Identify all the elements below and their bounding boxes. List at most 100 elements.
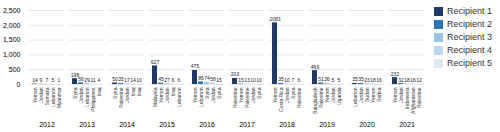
svg-text:35: 35 [118, 76, 124, 82]
svg-text:7: 7 [292, 77, 295, 83]
svg-text:Lebanon: Lebanon [49, 87, 56, 107]
svg-text:Iraq: Iraq [129, 87, 136, 97]
svg-text:5: 5 [338, 77, 341, 83]
svg-text:2083: 2083 [269, 16, 280, 22]
svg-text:Serbia: Serbia [376, 87, 382, 102]
svg-text:2014: 2014 [119, 121, 135, 128]
svg-text:27: 27 [164, 77, 170, 83]
svg-text:Palestine: Palestine [416, 87, 422, 108]
html-text:Recipient 3: Recipient 3 [447, 32, 492, 42]
svg-text:45: 45 [158, 76, 164, 82]
svg-text:5: 5 [332, 77, 335, 83]
svg-text:10: 10 [284, 77, 290, 83]
svg-text:203: 203 [230, 71, 240, 78]
svg-text:18: 18 [370, 77, 376, 83]
svg-text:18: 18 [404, 77, 410, 83]
svg-text:16: 16 [410, 77, 416, 83]
svg-text:0: 0 [17, 81, 21, 88]
svg-text:58: 58 [210, 76, 216, 82]
svg-text:Lebanon: Lebanon [197, 87, 204, 107]
svg-text:2016: 2016 [199, 121, 215, 128]
svg-text:74: 74 [204, 75, 210, 81]
svg-text:6: 6 [298, 77, 301, 83]
svg-text:Jordan: Jordan [163, 87, 170, 103]
svg-text:13: 13 [244, 77, 250, 83]
svg-text:9: 9 [40, 77, 43, 83]
svg-text:14: 14 [32, 77, 38, 83]
svg-text:Jordan: Jordan [37, 87, 44, 103]
svg-text:5: 5 [52, 77, 55, 83]
html-text:Recipient 2: Recipient 2 [447, 19, 492, 29]
svg-text:50: 50 [112, 76, 118, 82]
svg-text:198: 198 [70, 71, 80, 78]
svg-text:469: 469 [311, 64, 320, 70]
svg-text:Syria: Syria [203, 87, 210, 99]
svg-text:2012: 2012 [39, 121, 55, 128]
svg-text:Yemen: Yemen [157, 87, 164, 103]
svg-text:16: 16 [376, 77, 382, 83]
svg-text:2013: 2013 [79, 121, 95, 128]
svg-text:Jordan: Jordan [123, 87, 130, 103]
svg-text:Myanmar: Myanmar [56, 87, 62, 108]
svg-text:Syria: Syria [256, 87, 262, 99]
svg-text:2021: 2021 [399, 121, 415, 128]
svg-text:2017: 2017 [239, 121, 255, 128]
svg-text:Jordan: Jordan [77, 87, 84, 103]
svg-text:15: 15 [238, 77, 244, 83]
svg-text:23: 23 [364, 77, 370, 83]
svg-text:Somalia: Somalia [43, 87, 50, 106]
svg-text:2,500: 2,500 [3, 7, 21, 14]
svg-text:11: 11 [90, 77, 95, 83]
svg-text:Syria: Syria [216, 87, 222, 99]
svg-text:Palestine: Palestine [296, 87, 302, 108]
svg-text:475: 475 [191, 63, 200, 69]
svg-text:10: 10 [256, 77, 262, 83]
svg-text:Lebanon: Lebanon [83, 87, 90, 107]
svg-text:1: 1 [58, 77, 61, 83]
svg-text:2019: 2019 [319, 121, 335, 128]
svg-text:Yemen: Yemen [31, 87, 38, 103]
svg-text:35: 35 [352, 76, 358, 82]
svg-text:35: 35 [358, 76, 364, 82]
html-text:Recipient 4: Recipient 4 [447, 45, 492, 55]
svg-text:Uganda: Uganda [336, 87, 342, 105]
svg-text:6: 6 [172, 77, 175, 83]
html-text:Recipient 1: Recipient 1 [447, 6, 492, 16]
svg-text:86: 86 [198, 75, 204, 81]
svg-text:17: 17 [124, 77, 130, 83]
svg-text:627: 627 [151, 59, 160, 65]
svg-text:56: 56 [78, 76, 84, 82]
svg-text:Iraq: Iraq [96, 87, 102, 96]
svg-text:Syria: Syria [71, 87, 78, 99]
svg-text:35: 35 [278, 76, 284, 82]
svg-text:2,000: 2,000 [3, 22, 21, 29]
svg-text:2015: 2015 [159, 121, 175, 128]
svg-text:29: 29 [84, 77, 90, 83]
svg-text:12: 12 [416, 77, 422, 83]
svg-text:36: 36 [324, 76, 330, 82]
svg-text:Malaysia: Malaysia [151, 87, 158, 108]
html-text:Recipient 5: Recipient 5 [447, 58, 492, 68]
svg-text:2018: 2018 [279, 121, 295, 128]
svg-text:Iraq: Iraq [136, 87, 142, 96]
svg-text:500: 500 [9, 66, 21, 73]
svg-text:Philippines: Philippines [89, 87, 96, 112]
svg-text:32: 32 [398, 77, 404, 83]
svg-text:2020: 2020 [359, 121, 375, 128]
svg-text:232: 232 [390, 70, 400, 77]
svg-text:Lebanon: Lebanon [176, 87, 182, 107]
svg-text:14: 14 [130, 77, 136, 83]
svg-text:1,000: 1,000 [3, 51, 21, 58]
svg-text:4: 4 [98, 77, 101, 83]
svg-text:10: 10 [136, 77, 142, 83]
svg-text:10: 10 [250, 77, 256, 83]
svg-text:Yemen: Yemen [191, 87, 198, 103]
svg-text:1,500: 1,500 [3, 36, 21, 43]
svg-text:Iraq: Iraq [169, 87, 176, 97]
svg-text:Syria: Syria [111, 87, 118, 99]
svg-text:Palestine: Palestine [117, 87, 124, 109]
svg-text:51: 51 [318, 76, 324, 82]
svg-text:15: 15 [216, 77, 222, 83]
svg-text:7: 7 [46, 77, 49, 83]
svg-text:6: 6 [178, 77, 181, 83]
